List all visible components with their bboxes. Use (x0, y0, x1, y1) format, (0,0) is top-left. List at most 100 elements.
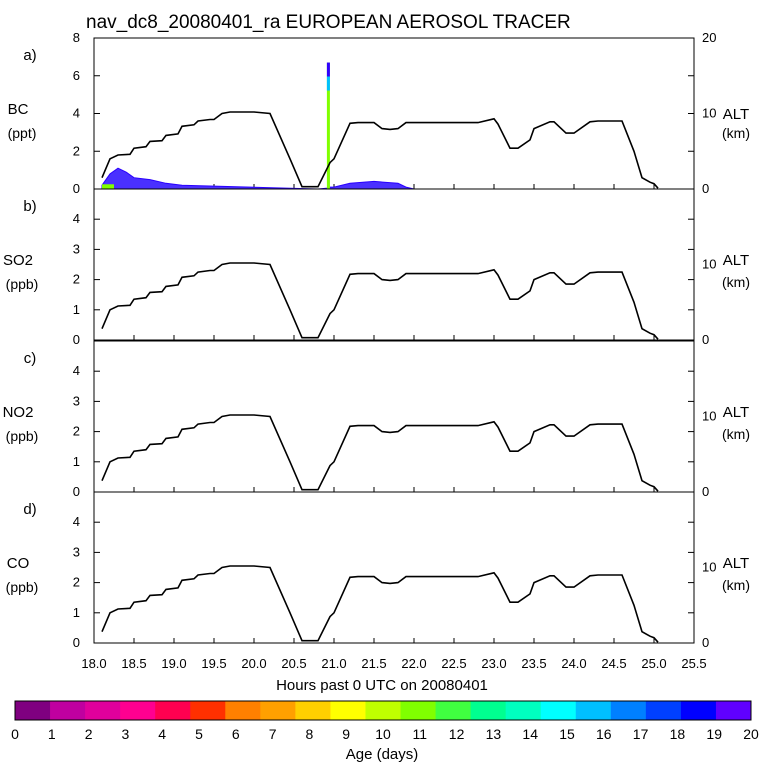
colorbar-label: Age (days) (346, 746, 419, 763)
colorbar-tick-label: 6 (232, 726, 240, 742)
panel-frame (93, 188, 695, 341)
right-axis-label: ALT (723, 404, 749, 421)
colorbar-swatch (260, 701, 296, 720)
left-tick-label: 4 (73, 363, 80, 378)
x-tick-label: 18.5 (121, 656, 146, 671)
right-tick-label: 10 (702, 560, 716, 575)
right-axis-unit: (km) (722, 426, 750, 442)
colorbar-swatch (435, 701, 472, 720)
colorbar-tick-label: 15 (559, 726, 575, 742)
colorbar-swatch (190, 701, 226, 720)
colorbar-swatch (120, 701, 156, 720)
colorbar-tick-label: 19 (706, 726, 722, 742)
colorbar-tick-label: 16 (596, 726, 612, 742)
colorbar-tick-label: 12 (449, 726, 465, 742)
left-tick-label: 1 (73, 302, 80, 317)
colorbar-tick-label: 7 (269, 726, 277, 742)
panel-frame (93, 37, 695, 190)
x-tick-label: 20.5 (281, 656, 306, 671)
left-tick-label: 2 (73, 143, 80, 158)
x-axis: 18.0 18.5 19.0 19.5 20.0 20.5 21.0 21.5 22.0 22.5… (81, 656, 706, 671)
altitude-line (101, 262, 659, 340)
panel-frame (93, 340, 695, 493)
colorbar-tick-label: 9 (342, 726, 350, 742)
left-tick-label: 1 (73, 605, 80, 620)
colorbar-tick-label: 17 (633, 726, 649, 742)
left-tick-label: 2 (73, 272, 80, 287)
x-tick-label: 21.0 (321, 656, 346, 671)
colorbar-tick-label: 2 (85, 726, 93, 742)
altitude-line (101, 565, 659, 643)
panel-letter: a) (23, 47, 36, 64)
left-tick-label: 2 (73, 575, 80, 590)
species-label: NO2 (3, 404, 34, 421)
bc-tracer-area (101, 62, 415, 190)
colorbar-tick-label: 3 (122, 726, 130, 742)
x-tick-label: 25.5 (681, 656, 706, 671)
x-tick-label: 19.5 (201, 656, 226, 671)
panel-letter: c) (24, 350, 37, 367)
right-tick-label: 10 (702, 106, 716, 121)
colorbar-tick-label: 14 (522, 726, 538, 742)
species-label: BC (8, 101, 29, 118)
x-tick-label: 20.0 (241, 656, 266, 671)
x-tick-label: 25.0 (641, 656, 666, 671)
colorbar-swatch (155, 701, 191, 720)
colorbar-tick-label: 8 (306, 726, 314, 742)
colorbar-tick-label: 18 (670, 726, 686, 742)
left-tick-label: 1 (73, 454, 80, 469)
left-tick-label: 0 (73, 484, 80, 499)
right-tick-label: 0 (702, 484, 709, 499)
x-tick-label: 24.5 (601, 656, 626, 671)
colorbar-swatch (610, 701, 647, 720)
left-tick-label: 4 (73, 514, 80, 529)
x-tick-label: 19.0 (161, 656, 186, 671)
bc-tracer-spike (326, 62, 330, 189)
left-tick-label: 3 (73, 241, 80, 256)
bc-tracer-spike-top (326, 62, 330, 77)
colorbar-tick-label: 13 (486, 726, 502, 742)
x-tick-label: 22.5 (441, 656, 466, 671)
left-tick-label: 8 (73, 30, 80, 45)
x-axis-label: Hours past 0 UTC on 20080401 (276, 677, 488, 694)
chart-title: nav_dc8_20080401_ra EUROPEAN AEROSOL TRA… (86, 12, 571, 33)
right-tick-label: 10 (702, 257, 716, 272)
altitude-line (101, 111, 659, 189)
altitude-line (101, 414, 659, 492)
colorbar-swatch (575, 701, 612, 720)
species-unit: (ppb) (6, 276, 39, 292)
colorbar-swatch (470, 701, 507, 720)
colorbar-swatch (715, 701, 752, 720)
colorbar-swatch (365, 701, 402, 720)
colorbar-swatch (400, 701, 437, 720)
panel-co: 0 1 2 3 4 0 10 ALT (km) d) CO (ppb) (6, 491, 750, 650)
right-tick-label: 10 (702, 409, 716, 424)
colorbar-swatch (645, 701, 682, 720)
colorbar-swatch (85, 701, 121, 720)
right-tick-label: 0 (702, 332, 709, 347)
colorbar-tick-label: 0 (11, 726, 19, 742)
colorbar-swatch (540, 701, 577, 720)
x-tick-label: 18.0 (81, 656, 106, 671)
colorbar-tick-label: 10 (375, 726, 391, 742)
left-tick-label: 0 (73, 181, 80, 196)
right-axis-label: ALT (723, 555, 749, 572)
colorbar-swatch (680, 701, 717, 720)
x-tick-label: 22.0 (401, 656, 426, 671)
colorbar-swatch (505, 701, 542, 720)
right-tick-label: 20 (702, 30, 716, 45)
colorbar-swatch (330, 701, 366, 720)
panel-so2: 0 1 2 3 4 0 10 ALT (km) b) SO2 (ppb) (3, 188, 750, 347)
colorbar-tick-label: 1 (48, 726, 56, 742)
bc-tracer-spike-mid (326, 76, 330, 91)
panel-no2: 0 1 2 3 4 0 10 ALT (km) c) NO2 (ppb) (3, 340, 750, 499)
x-tick-label: 24.0 (561, 656, 586, 671)
left-tick-label: 3 (73, 393, 80, 408)
species-label: SO2 (3, 252, 33, 269)
left-tick-label: 6 (73, 68, 80, 83)
bc-tracer-base (102, 184, 114, 189)
left-tick-label: 0 (73, 635, 80, 650)
species-unit: (ppt) (8, 125, 37, 141)
right-tick-label: 0 (702, 635, 709, 650)
